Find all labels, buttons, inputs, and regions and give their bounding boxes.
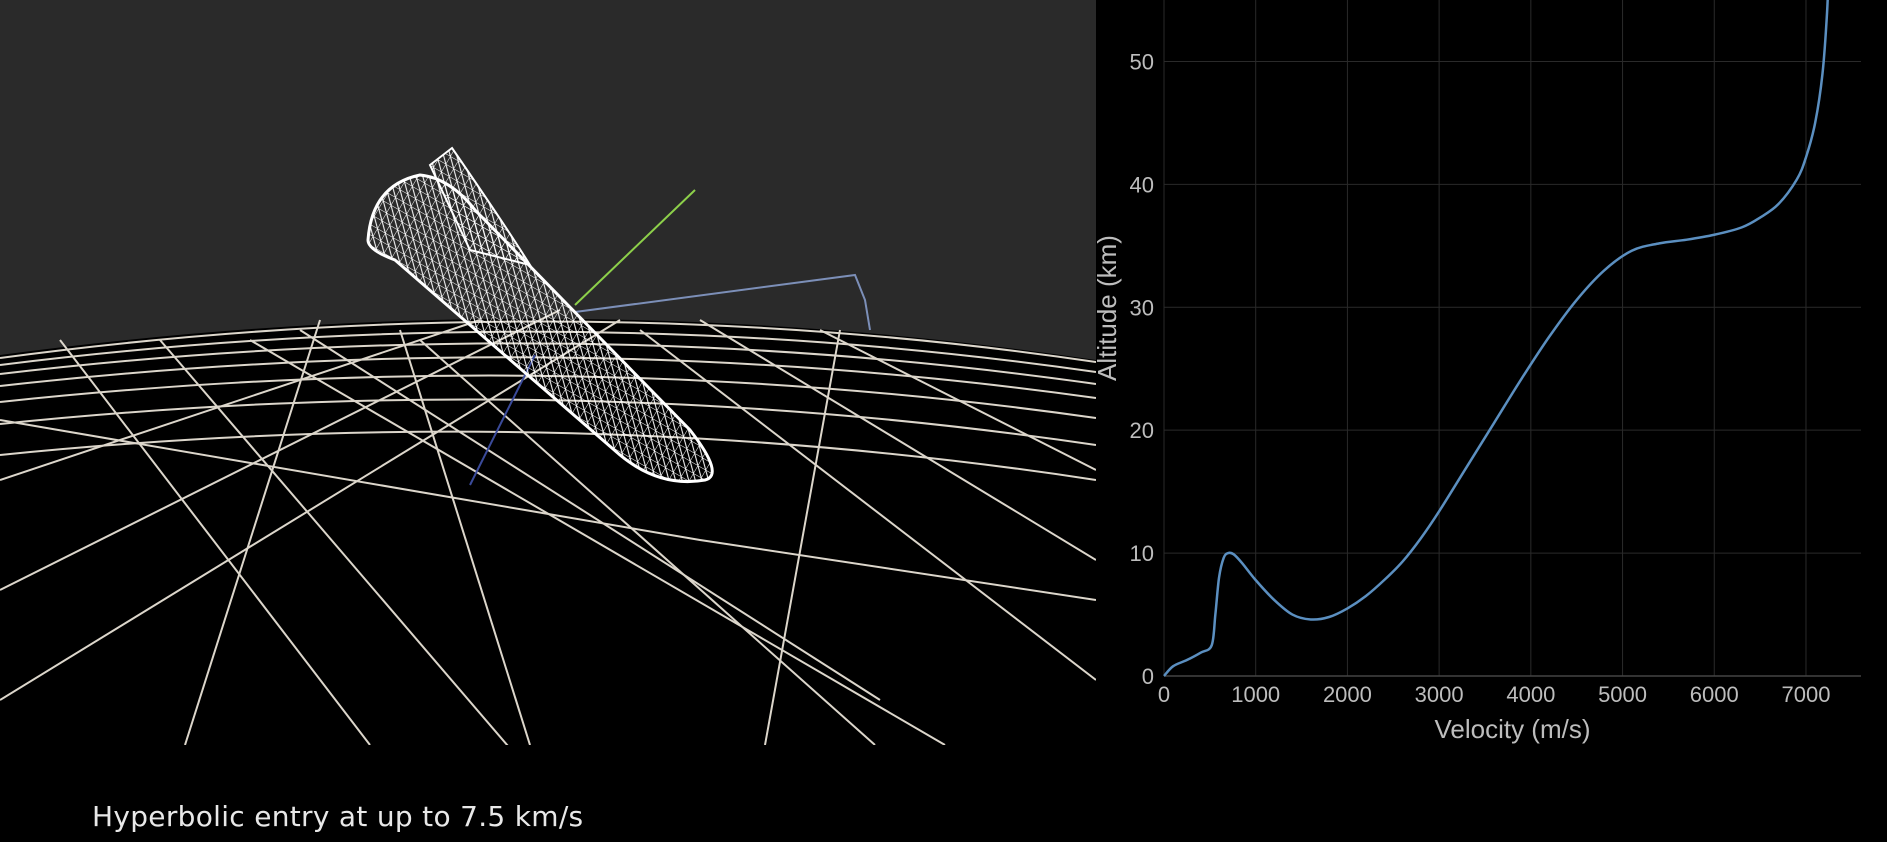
vehicle-body [366, 173, 714, 484]
y-axis-label: Altitude (km) [1096, 235, 1122, 381]
x-tick-label: 5000 [1598, 682, 1647, 707]
x-tick-label: 4000 [1506, 682, 1555, 707]
axis-y-line [574, 189, 696, 306]
y-tick-label: 0 [1142, 664, 1154, 689]
x-tick-label: 1000 [1231, 682, 1280, 707]
vehicle-wireframe [366, 146, 714, 484]
axis-x-line [574, 273, 871, 331]
y-tick-label: 50 [1130, 49, 1154, 74]
series-line [1163, 0, 1829, 677]
y-tick-labels: 0 10 20 30 40 50 [1130, 49, 1154, 689]
axis-z-line [469, 354, 536, 486]
chart-grid [1163, 0, 1861, 677]
x-tick-label: 6000 [1690, 682, 1739, 707]
x-tick-label: 0 [1158, 682, 1170, 707]
x-tick-label: 7000 [1781, 682, 1830, 707]
x-tick-label: 2000 [1323, 682, 1372, 707]
reentry-3d-view [0, 0, 1096, 745]
y-tick-label: 30 [1130, 295, 1154, 320]
x-tick-labels: 0 1000 2000 3000 4000 5000 6000 7000 [1158, 682, 1831, 707]
y-tick-label: 20 [1130, 418, 1154, 443]
x-axis-label: Velocity (m/s) [1434, 714, 1590, 744]
x-tick-label: 3000 [1415, 682, 1464, 707]
video-caption: Hyperbolic entry at up to 7.5 km/s [92, 800, 584, 833]
y-tick-label: 10 [1130, 541, 1154, 566]
altitude-velocity-chart: 0 10 20 30 40 50 0 1000 2000 3000 4000 5000 6000 700… [1096, 0, 1861, 744]
y-tick-label: 40 [1130, 172, 1154, 197]
